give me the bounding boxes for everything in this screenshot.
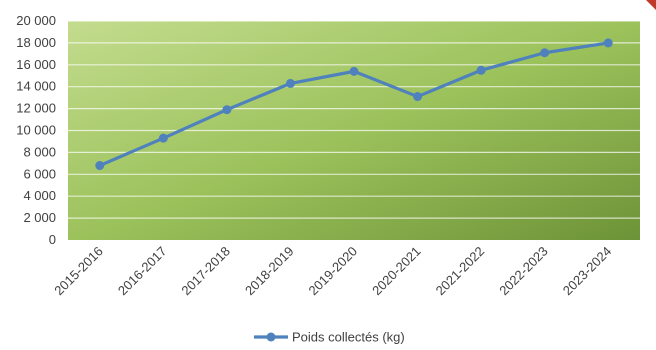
data-point — [540, 48, 550, 58]
y-tick-label: 4 000 — [23, 188, 56, 203]
data-point — [222, 105, 232, 115]
y-tick-label: 6 000 — [23, 166, 56, 181]
y-tick-label: 8 000 — [23, 144, 56, 159]
legend-marker — [266, 332, 276, 342]
y-tick-label: 0 — [49, 232, 56, 247]
x-tick-label: 2018-2019 — [242, 244, 297, 299]
corner-mark — [646, 0, 656, 10]
x-tick-label: 2015-2016 — [51, 244, 106, 299]
y-tick-label: 14 000 — [16, 79, 56, 94]
y-tick-label: 18 000 — [16, 35, 56, 50]
x-tick-label: 2020-2021 — [369, 244, 424, 299]
legend-label: Poids collectés (kg) — [292, 330, 405, 345]
data-point — [95, 161, 105, 171]
x-tick-label: 2022-2023 — [496, 244, 551, 299]
x-tick-label: 2023-2024 — [560, 244, 615, 299]
y-tick-label: 12 000 — [16, 101, 56, 116]
series-group — [95, 38, 613, 171]
data-point — [285, 78, 295, 88]
data-point — [476, 65, 486, 75]
legend: Poids collectés (kg) — [254, 330, 405, 345]
y-tick-label: 10 000 — [16, 123, 56, 138]
y-tick-label: 20 000 — [16, 13, 56, 28]
x-axis-ticks: 2015-2016 2016-2017 2017-2018 2018-2019 2019… — [51, 244, 614, 299]
data-point — [413, 92, 423, 102]
x-tick-label: 2017-2018 — [178, 244, 233, 299]
x-tick-label: 2016-2017 — [115, 244, 170, 299]
y-tick-label: 16 000 — [16, 57, 56, 72]
gridlines — [68, 20, 640, 219]
y-axis-ticks: 0 2 000 4 000 6 000 8 000 10 000 12 000 14 000 1… — [16, 13, 56, 247]
data-point — [158, 133, 168, 143]
y-tick-label: 2 000 — [23, 210, 56, 225]
data-point — [349, 66, 359, 76]
data-point — [603, 38, 613, 48]
x-tick-label: 2019-2020 — [306, 244, 361, 299]
x-tick-label: 2021-2022 — [433, 244, 488, 299]
